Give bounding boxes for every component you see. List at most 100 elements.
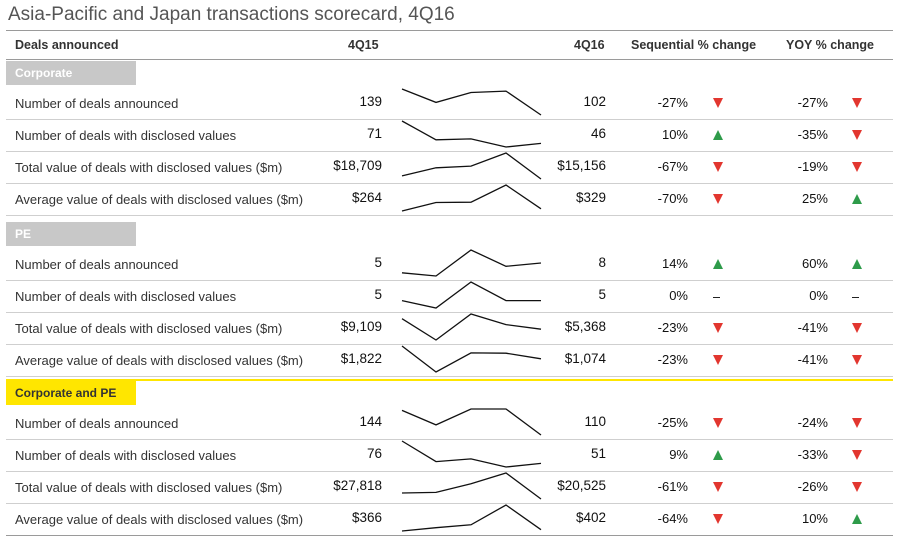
sparkline-path [401,345,542,373]
table-row: Number of deals announced 144 110 -25% -24% [0,407,900,439]
table-row: Total value of deals with disclosed valu… [0,312,900,344]
header-label: Deals announced [15,38,119,52]
sparkline-path [401,503,542,532]
trend-sparkline [401,503,542,532]
header-yoy: YOY % change [786,38,874,52]
value-4q15: $264 [351,189,382,205]
trend-sparkline [401,120,542,148]
row-divider [6,375,893,377]
trend-sparkline [401,152,542,180]
page-title: Asia-Pacific and Japan transactions scor… [8,4,455,25]
row-divider [6,534,893,536]
section-header: Corporate [6,61,136,85]
row-label: Number of deals with disclosed values [15,127,237,143]
sparkline-path [401,183,542,212]
dash-icon [713,296,720,299]
trend-sparkline [401,249,542,277]
yoy-change: -33% [797,446,828,462]
row-label: Number of deals with disclosed values [15,447,237,463]
row-label: Total value of deals with disclosed valu… [15,320,283,336]
section-header: PE [6,222,136,246]
value-4q16: 46 [590,125,606,141]
sparkline-path [401,472,542,500]
row-divider [6,311,893,313]
table-row: Total value of deals with disclosed valu… [0,151,900,183]
sequential-change: 14% [661,256,688,271]
table-row: Number of deals announced 139 102 -27% -27% [0,87,900,119]
value-4q15: $9,109 [340,318,382,334]
section-highlight-rule [6,379,893,381]
trend-sparkline [401,183,542,212]
value-4q15: $27,818 [333,477,382,493]
sequential-change: 0% [669,287,688,303]
yoy-change: -27% [797,95,828,110]
value-4q16: $20,525 [557,477,606,493]
yoy-change: -41% [797,319,828,335]
sequential-change: -67% [657,158,688,174]
value-4q16: $5,368 [564,318,606,334]
row-label: Average value of deals with disclosed va… [15,511,304,527]
row-label: Total value of deals with disclosed valu… [15,159,283,175]
down-arrow-icon [713,513,723,524]
sparkline-path [401,120,542,148]
trend-sparkline [401,408,542,436]
row-divider [6,118,893,120]
row-label: Number of deals with disclosed values [15,288,237,304]
value-4q16: $1,074 [564,350,606,366]
table-row: Number of deals announced 5 8 14% 60% [0,248,900,280]
row-divider [6,438,893,440]
row-divider [6,182,893,184]
down-arrow-icon [852,98,862,108]
up-arrow-icon [713,449,723,460]
down-arrow-icon [713,161,723,172]
row-label: Average value of deals with disclosed va… [15,352,304,368]
sequential-change: -64% [657,510,688,526]
header-curr: 4Q16 [574,38,605,52]
value-4q16: 8 [598,255,606,270]
row-label: Number of deals announced [15,96,179,111]
down-arrow-icon [713,322,723,333]
down-arrow-icon [713,481,723,492]
value-4q15: 76 [366,445,382,461]
yoy-change: 25% [801,190,828,206]
value-4q15: 71 [366,125,382,141]
sparkline-path [401,152,542,180]
row-divider [6,502,893,504]
dash-icon [852,296,859,299]
value-4q16: $329 [575,189,606,205]
up-arrow-icon [852,259,862,269]
yoy-change: -41% [797,351,828,367]
sequential-change: -23% [657,319,688,335]
sequential-change: -61% [657,478,688,494]
section-header: Corporate and PE [6,381,136,405]
row-divider [6,470,893,472]
down-arrow-icon [852,161,862,172]
yoy-change: -26% [797,478,828,494]
sequential-change: -25% [657,415,688,430]
sparkline-path [401,281,541,309]
value-4q16: 51 [590,445,606,461]
value-4q16: $15,156 [557,157,606,173]
down-arrow-icon [713,193,723,204]
up-arrow-icon [852,193,862,204]
table-row: Number of deals with disclosed values 71 4… [0,119,900,151]
value-4q15: $366 [351,509,382,525]
table-row: Average value of deals with disclosed va… [0,183,900,215]
sequential-change: -23% [657,351,688,367]
table-row: Average value of deals with disclosed va… [0,503,900,535]
row-divider [6,214,893,216]
down-arrow-icon [852,354,862,365]
table-row: Total value of deals with disclosed valu… [0,471,900,503]
down-arrow-icon [852,481,862,492]
yoy-change: -19% [797,158,828,174]
trend-sparkline [401,345,542,373]
down-arrow-icon [852,322,862,333]
value-4q16: 110 [584,414,606,429]
sequential-change: 9% [669,446,688,462]
sequential-change: 10% [661,126,688,142]
sparkline-path [401,313,542,341]
table-row: Number of deals with disclosed values 76 5… [0,439,900,471]
sparkline-path [401,88,542,116]
down-arrow-icon [713,354,723,365]
trend-sparkline [401,313,542,341]
